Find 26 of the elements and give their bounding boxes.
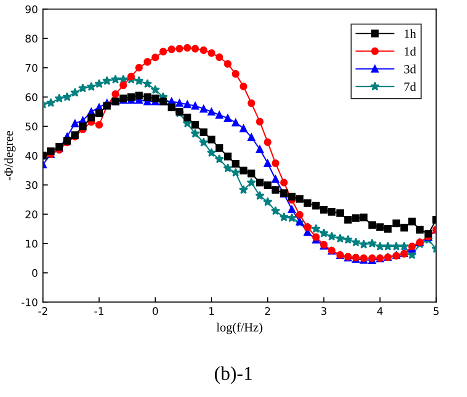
x-axis-title: log(f/Hz) [216,322,262,334]
text: (b)-1 [214,366,252,384]
y-tick-label: 30 [26,181,38,190]
y-tick-label: 80 [26,34,38,43]
x-tick-label: -1 [94,307,104,315]
y-tick-label: 40 [25,152,38,160]
x-tick-label: 0 [152,307,158,316]
legend-label: 3d [404,64,416,74]
y-tick-label: -10 [22,298,38,306]
legend-label: 7d [404,82,416,91]
legend-label: 1h [404,29,416,38]
legend-label: 1d [404,46,416,56]
x-tick-label: 3 [321,307,326,316]
x-tick-label: 5 [434,307,439,316]
y-tick-label: 70 [26,64,38,72]
y-tick-label: 10 [26,240,38,248]
y-tick-label: 20 [26,210,38,218]
x-tick-label: -2 [38,307,48,315]
y-axis-title: -Φ/degree [4,131,16,180]
y-tick-label: 50 [26,122,38,130]
x-tick-label: 2 [265,307,270,315]
x-tick-label: 4 [377,307,383,315]
y-tick-label: 90 [26,5,38,14]
y-tick-label: 0 [32,269,38,277]
x-tick-label: 1 [209,307,214,315]
y-tick-label: 60 [26,93,38,102]
